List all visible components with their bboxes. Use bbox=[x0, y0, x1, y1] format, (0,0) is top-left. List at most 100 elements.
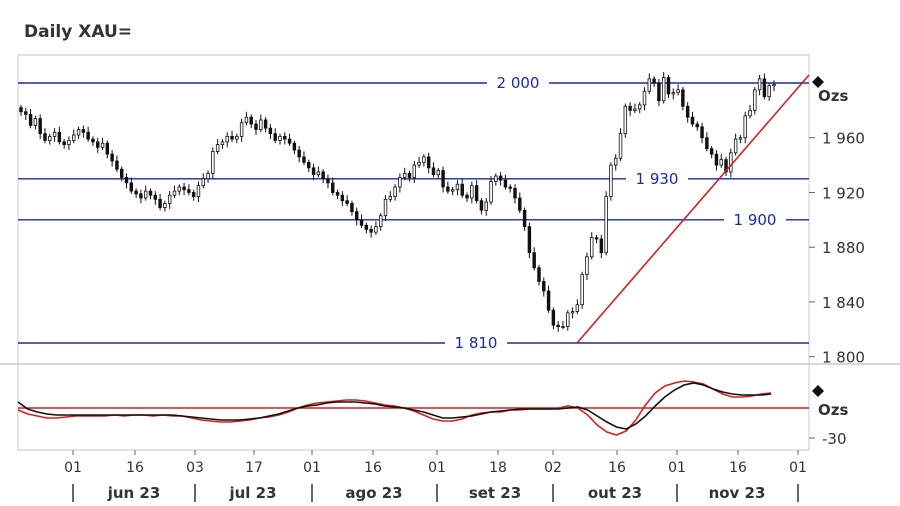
osc-series-slow bbox=[17, 382, 772, 430]
candle-down bbox=[115, 160, 119, 170]
x-tick-label: 16 bbox=[364, 460, 382, 476]
candle-up bbox=[33, 118, 38, 126]
candle-down bbox=[28, 114, 33, 126]
candle-down bbox=[690, 116, 695, 125]
month-label: jul 23 bbox=[228, 484, 276, 502]
candle-up bbox=[422, 156, 426, 163]
candle-down bbox=[460, 183, 464, 196]
candle-down bbox=[709, 148, 714, 155]
candle-up bbox=[412, 164, 417, 178]
candle-up bbox=[614, 157, 618, 166]
candle-down bbox=[532, 252, 536, 269]
candle-down bbox=[331, 182, 335, 193]
candle-down bbox=[431, 167, 436, 176]
candle-down bbox=[105, 142, 110, 155]
candle-up bbox=[470, 185, 474, 199]
candle-down bbox=[762, 78, 767, 98]
candle-down bbox=[86, 131, 90, 140]
candle-down bbox=[594, 237, 599, 240]
candle-up bbox=[637, 104, 642, 110]
candle-down bbox=[369, 229, 373, 233]
candle-up bbox=[738, 137, 743, 140]
candle-up bbox=[167, 194, 172, 204]
candle-up bbox=[402, 172, 407, 178]
x-tick-label: 01 bbox=[789, 460, 807, 476]
candle-down bbox=[273, 133, 277, 141]
level-label: 1 810 bbox=[455, 334, 498, 352]
candle-up bbox=[484, 201, 488, 211]
month-label: jun 23 bbox=[107, 484, 161, 502]
candle-up bbox=[642, 90, 647, 106]
candle-up bbox=[729, 152, 733, 173]
candle-down bbox=[705, 137, 709, 150]
candle-down bbox=[311, 167, 316, 176]
x-tick-label: 17 bbox=[245, 460, 263, 476]
price-unit: Ozs bbox=[818, 87, 848, 105]
candle-down bbox=[518, 197, 522, 211]
candle-up bbox=[206, 172, 210, 180]
candle-down bbox=[551, 309, 556, 326]
candle-down bbox=[426, 156, 431, 169]
y-tick-label: 1 960 bbox=[822, 130, 865, 148]
y-tick-label: 1 880 bbox=[822, 239, 865, 257]
candle-up bbox=[772, 83, 776, 87]
level-label: 1 930 bbox=[636, 170, 679, 188]
candle-up bbox=[436, 170, 440, 176]
candle-down bbox=[537, 267, 541, 282]
candle-down bbox=[700, 126, 704, 139]
candle-down bbox=[249, 116, 253, 125]
candle-up bbox=[220, 141, 225, 145]
level-label-bg bbox=[445, 333, 507, 353]
candle-down bbox=[407, 172, 412, 178]
x-tick-label: 02 bbox=[544, 460, 562, 476]
candle-down bbox=[19, 107, 23, 113]
candle-down bbox=[556, 324, 560, 327]
candle-down bbox=[666, 77, 671, 95]
x-tick-label: 16 bbox=[126, 460, 144, 476]
candle-down bbox=[498, 175, 503, 181]
candle-down bbox=[91, 138, 95, 143]
candle-up bbox=[143, 190, 148, 199]
candle-up bbox=[647, 78, 652, 92]
candle-up bbox=[455, 183, 460, 191]
candle-down bbox=[62, 141, 66, 145]
candle-up bbox=[201, 178, 205, 187]
candle-up bbox=[235, 135, 239, 140]
level-label: 2 000 bbox=[497, 74, 540, 92]
candle-up bbox=[494, 175, 498, 182]
level-label: 1 900 bbox=[734, 211, 777, 229]
candle-down bbox=[96, 141, 100, 148]
level-label-bg bbox=[626, 168, 688, 189]
candle-down bbox=[321, 171, 325, 180]
candle-up bbox=[177, 186, 181, 192]
candle-down bbox=[685, 105, 690, 118]
candle-up bbox=[618, 133, 623, 159]
candle-up bbox=[393, 186, 397, 197]
candle-down bbox=[546, 290, 551, 311]
candle-down bbox=[191, 192, 196, 197]
candle-up bbox=[172, 190, 177, 196]
candle-up bbox=[259, 119, 263, 130]
candle-up bbox=[604, 196, 608, 254]
candle-down bbox=[522, 209, 527, 228]
candle-down bbox=[187, 189, 191, 193]
candle-up bbox=[239, 122, 244, 137]
candle-down bbox=[340, 194, 345, 202]
candle-down bbox=[657, 82, 661, 102]
y-tick-label: 1 920 bbox=[822, 184, 865, 202]
candle-down bbox=[652, 78, 656, 84]
candle-down bbox=[110, 153, 114, 162]
candle-down bbox=[681, 89, 685, 107]
candle-down bbox=[254, 123, 258, 130]
candle-down bbox=[527, 226, 532, 254]
candle-down bbox=[302, 156, 306, 163]
candle-down bbox=[134, 190, 138, 195]
y-tick-label: 1 800 bbox=[822, 349, 865, 367]
candle-up bbox=[278, 135, 282, 141]
candle-down bbox=[465, 194, 469, 199]
candle-up bbox=[417, 161, 421, 166]
candle-up bbox=[374, 226, 378, 233]
x-tick-label: 01 bbox=[668, 460, 686, 476]
candle-down bbox=[345, 200, 349, 204]
chart-title: Daily XAU= bbox=[24, 22, 133, 42]
